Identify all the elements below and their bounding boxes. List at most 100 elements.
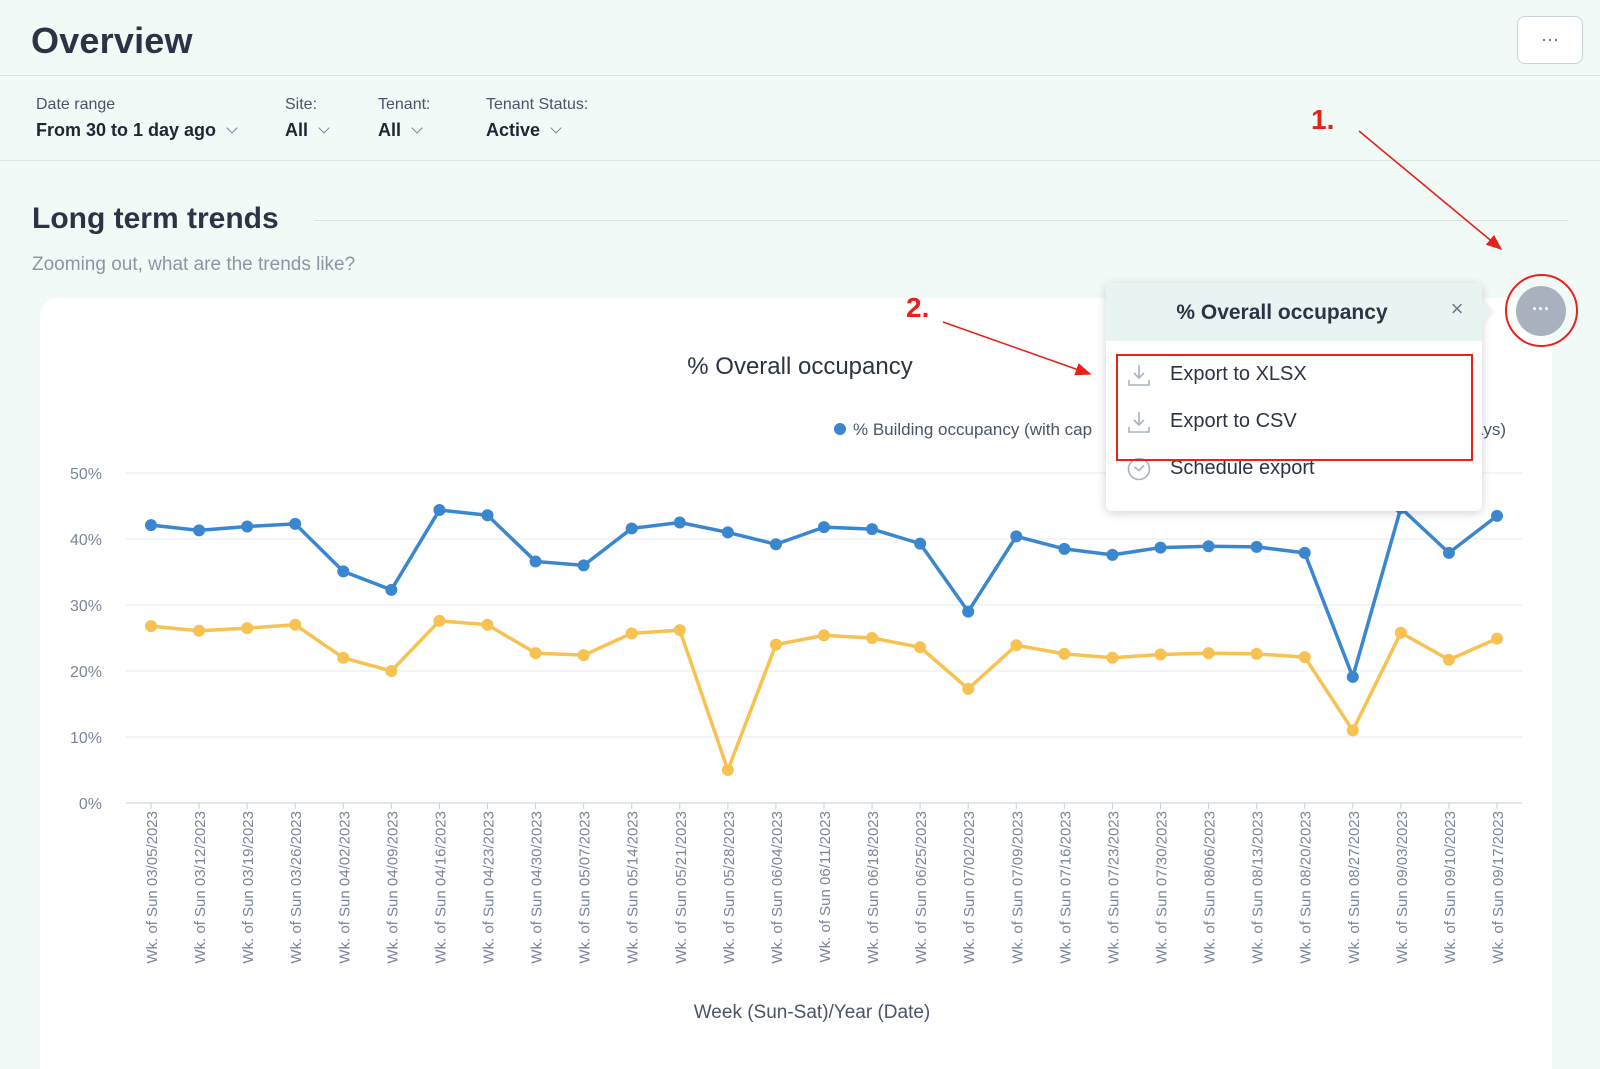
legend-label: % Building occupancy (with cap [853,420,1092,439]
x-tick-label: Wk. of Sun 04/23/2023 [481,811,498,964]
x-tick-label: Wk. of Sun 04/30/2023 [529,811,546,964]
x-tick-label: Wk. of Sun 06/11/2023 [817,811,834,963]
data-point [1154,541,1167,554]
x-tick-label: Wk. of Sun 08/27/2023 [1346,811,1363,964]
page-more-options-button[interactable]: ··· [1517,16,1583,64]
data-point [818,629,830,642]
data-point [1250,540,1263,553]
data-point [385,583,398,596]
x-tick-label: Wk. of Sun 09/03/2023 [1394,811,1411,964]
data-point [625,627,638,640]
x-tick-label: Wk. of Sun 04/09/2023 [384,811,401,964]
data-point [577,649,590,662]
data-point [145,620,157,633]
menu-item-label: Export to XLSX [1170,363,1307,385]
data-point [1154,648,1167,661]
schedule-export-menu-item[interactable]: Schedule export [1106,446,1482,492]
y-tick-label: 30% [70,598,102,615]
data-point [769,638,782,651]
y-tick-label: 50% [70,466,102,483]
filter-label: Site: [285,96,318,113]
export-xlsx-menu-item[interactable]: Export to XLSX [1106,352,1482,398]
x-tick-label: Wk. of Sun 05/07/2023 [577,811,594,964]
y-tick-label: 40% [70,532,102,549]
data-point [866,632,879,644]
x-tick-label: Wk. of Sun 04/02/2023 [336,811,353,964]
data-point [673,624,686,637]
data-point [145,519,157,532]
legend-marker [834,423,846,435]
data-point [962,605,975,618]
data-point [193,624,206,637]
data-point [1058,542,1071,555]
annotation-step-2: 2. [906,292,930,323]
download-icon [1128,365,1150,386]
data-point [1442,546,1455,559]
x-tick-label: Wk. of Sun 04/16/2023 [432,811,449,964]
y-tick-label: 10% [70,730,102,747]
tenant-filter: Tenant: All [378,96,430,141]
data-point [481,509,494,522]
filter-bar: Date range From 30 to 1 day ago Site: Al… [0,77,1600,161]
x-axis-label: Week (Sun-Sat)/Year (Date) [694,1002,931,1023]
x-tick-label: Wk. of Sun 07/02/2023 [961,811,978,964]
x-tick-label: Wk. of Sun 07/23/2023 [1105,811,1122,964]
data-point [337,565,350,578]
clock-icon [1127,457,1151,481]
site-filter: Site: All [285,96,330,141]
x-tick-label: Wk. of Sun 05/28/2023 [721,811,738,964]
chevron-down-icon [226,122,238,134]
x-tick-label: Wk. of Sun 03/26/2023 [288,811,305,964]
filter-value: Active [486,120,541,140]
series-line [150,506,1499,679]
data-point [1010,530,1023,543]
y-tick-label: 20% [70,664,102,681]
data-point [289,618,302,631]
data-point [241,622,254,635]
section-divider [314,220,1568,221]
data-point [529,555,542,568]
annotation-step-1: 1. [1311,104,1335,135]
x-tick-label: Wk. of Sun 07/30/2023 [1154,811,1171,964]
occupancy-line-chart: % Overall occupancy % Building occupancy … [70,353,1522,1023]
x-tick-label: Wk. of Sun 07/09/2023 [1009,811,1026,964]
site-dropdown[interactable]: All [285,120,330,141]
section-subtitle: Zooming out, what are the trends like? [32,254,356,275]
data-point [193,524,206,537]
x-tick-label: Wk. of Sun 08/13/2023 [1250,811,1267,964]
data-point [529,647,542,660]
date-range-filter: Date range From 30 to 1 day ago [36,96,238,141]
data-point [1491,632,1503,645]
data-point [1106,651,1119,664]
data-point [1442,653,1455,666]
x-tick-label: Wk. of Sun 03/05/2023 [144,811,161,964]
filter-value: All [378,120,402,140]
data-point [481,618,494,631]
data-point [914,641,927,654]
date-range-dropdown[interactable]: From 30 to 1 day ago [36,120,238,141]
x-tick-label: Wk. of Sun 03/12/2023 [192,811,209,964]
popup-title: % Overall occupancy [1176,301,1388,324]
data-point [1491,509,1503,522]
close-icon[interactable]: × [1450,296,1464,321]
x-tick-label: Wk. of Sun 08/20/2023 [1298,811,1315,964]
data-point [241,520,254,533]
filter-label: Tenant Status: [486,96,589,113]
menu-item-label: Schedule export [1170,457,1315,479]
data-point [433,614,446,627]
x-tick-label: Wk. of Sun 05/14/2023 [625,811,642,964]
widget-more-options-button[interactable]: ··· [1516,286,1566,336]
tenant-dropdown[interactable]: All [378,120,430,141]
tenant-status-dropdown[interactable]: Active [486,120,588,141]
x-tick-label: Wk. of Sun 08/06/2023 [1202,811,1219,964]
export-csv-menu-item[interactable]: Export to CSV [1106,399,1482,445]
chevron-down-icon [550,122,562,134]
data-point [1346,670,1359,683]
data-point [1202,647,1215,660]
data-point [721,764,734,776]
data-point [1394,626,1407,639]
data-point [866,523,879,536]
data-point [385,665,398,677]
x-tick-label: Wk. of Sun 06/25/2023 [913,811,930,964]
x-tick-label: Wk. of Sun 05/21/2023 [673,811,690,964]
